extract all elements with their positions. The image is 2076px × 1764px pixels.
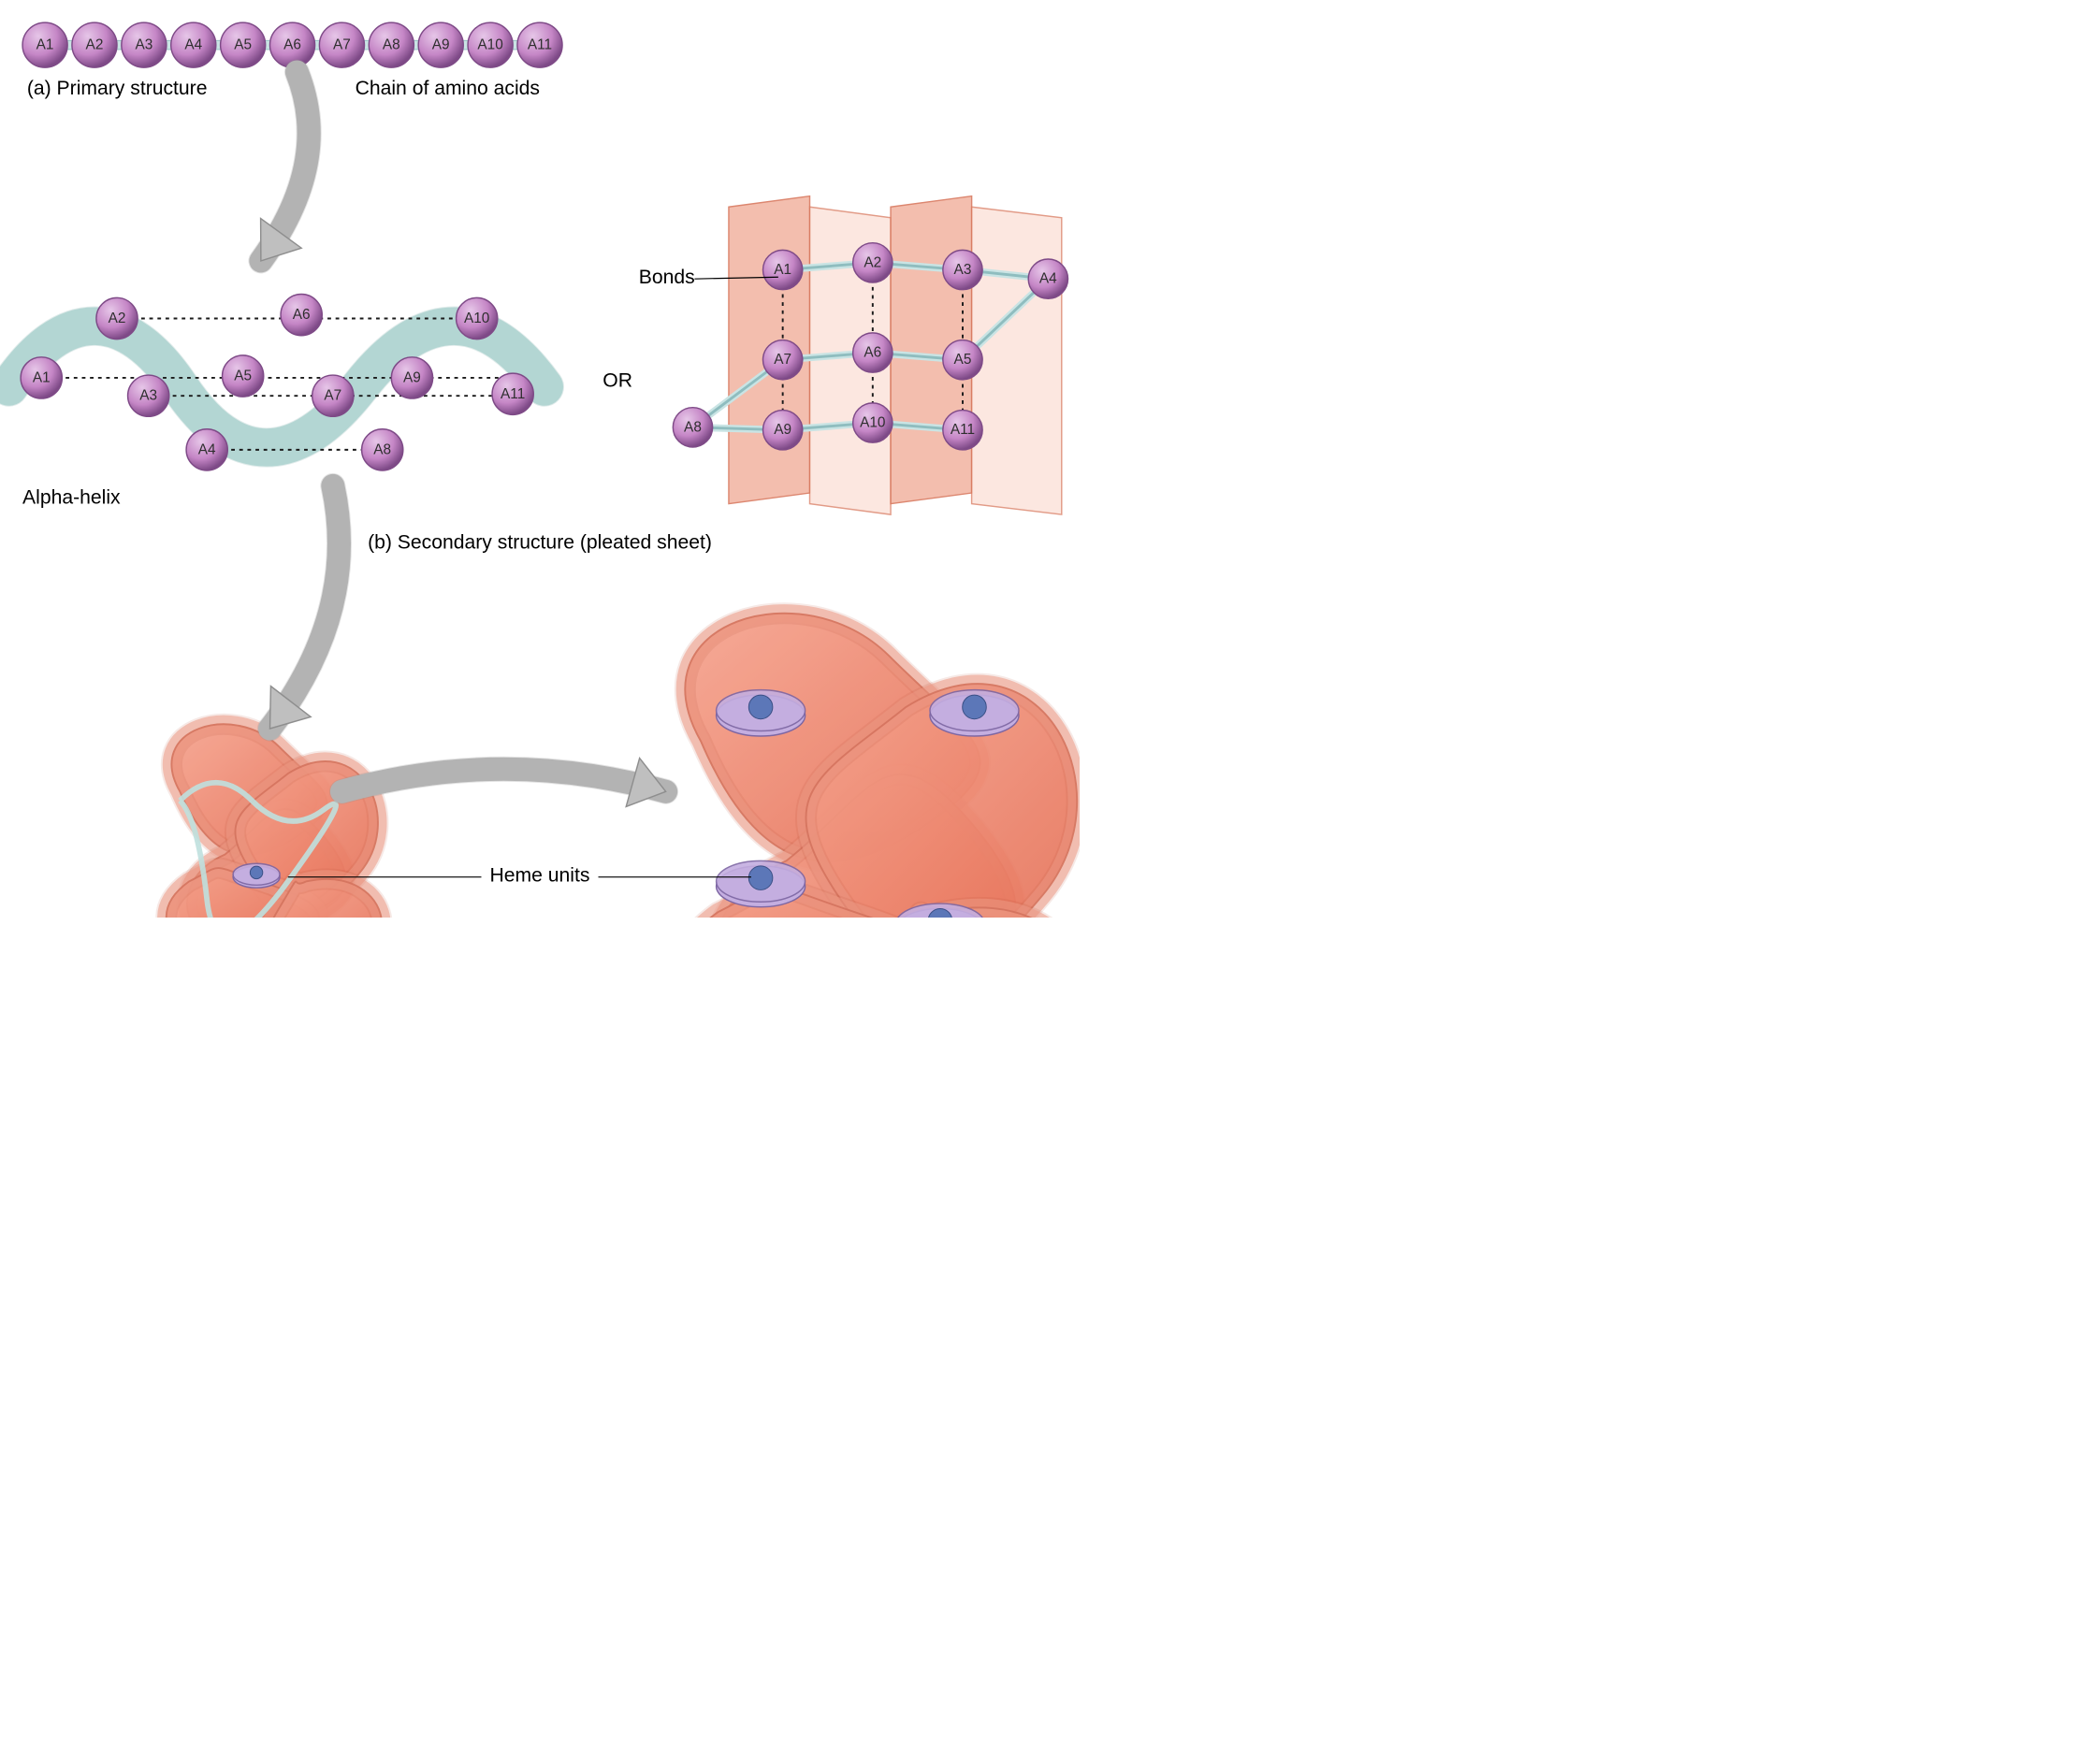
amino-A1: A1 xyxy=(21,357,62,398)
tertiary-structure: (c) Tertiary structure xyxy=(27,724,382,918)
amino-A5: A5 xyxy=(943,340,982,380)
amino-label: A5 xyxy=(954,352,972,368)
amino-label: A3 xyxy=(135,37,152,53)
pleated-sheet: A1 A2 A3 A4 A5 A6 A7 A8 A9 A10 A11 OR Bonds xyxy=(602,196,1067,514)
amino-label: A10 xyxy=(477,37,502,53)
amino-A9: A9 xyxy=(418,22,463,67)
amino-A9: A9 xyxy=(762,411,802,450)
amino-label: A7 xyxy=(324,388,341,404)
amino-A11: A11 xyxy=(492,373,533,414)
amino-A7: A7 xyxy=(762,340,802,380)
amino-label: A3 xyxy=(139,388,157,404)
heme-unit xyxy=(233,863,280,888)
amino-A2: A2 xyxy=(853,243,893,282)
amino-label: A9 xyxy=(403,369,421,385)
caption-bonds: Bonds xyxy=(639,267,695,288)
amino-label: A6 xyxy=(293,307,311,323)
amino-label: A6 xyxy=(283,37,301,53)
amino-label: A1 xyxy=(36,37,54,53)
amino-label: A9 xyxy=(774,422,791,438)
caption-or: OR xyxy=(602,370,632,392)
caption-chain: Chain of amino acids xyxy=(356,78,540,99)
amino-A8: A8 xyxy=(673,408,712,447)
amino-label: A2 xyxy=(864,254,881,270)
amino-A7: A7 xyxy=(312,375,354,416)
amino-label: A10 xyxy=(860,415,885,431)
amino-A7: A7 xyxy=(319,22,364,67)
caption-secondary: (b) Secondary structure (pleated sheet) xyxy=(368,532,712,554)
heme-unit xyxy=(717,690,806,736)
flow-arrow xyxy=(341,759,665,807)
amino-A1: A1 xyxy=(762,250,802,289)
amino-A10: A10 xyxy=(468,22,513,67)
sheet-panel xyxy=(972,207,1062,514)
amino-label: A5 xyxy=(234,37,252,53)
amino-A10: A10 xyxy=(853,403,893,442)
amino-A6: A6 xyxy=(281,295,322,336)
heme-iron xyxy=(748,866,773,890)
amino-label: A3 xyxy=(954,262,972,278)
quaternary-structure: (d) Quaternary structureHemoglobin(globu… xyxy=(612,614,1080,918)
amino-A11: A11 xyxy=(943,411,982,450)
amino-label: A4 xyxy=(1039,271,1057,287)
amino-A11: A11 xyxy=(517,22,562,67)
amino-label: A11 xyxy=(501,386,525,402)
amino-label: A1 xyxy=(33,369,51,385)
amino-label: A2 xyxy=(86,37,104,53)
heme-unit xyxy=(930,690,1019,736)
amino-label: A10 xyxy=(464,311,489,326)
amino-label: A7 xyxy=(774,352,791,368)
amino-A4: A4 xyxy=(171,22,216,67)
amino-label: A8 xyxy=(684,419,702,435)
amino-label: A8 xyxy=(373,441,391,457)
amino-A3: A3 xyxy=(122,22,167,67)
heme-unit xyxy=(717,860,806,906)
amino-A4: A4 xyxy=(1028,259,1067,298)
amino-label: A9 xyxy=(432,37,450,53)
amino-A10: A10 xyxy=(457,297,498,339)
amino-label: A1 xyxy=(774,262,791,278)
amino-label: A4 xyxy=(184,37,202,53)
amino-label: A6 xyxy=(864,345,881,361)
amino-A5: A5 xyxy=(223,355,264,397)
amino-A8: A8 xyxy=(362,429,403,470)
amino-label: A7 xyxy=(333,37,351,53)
amino-A2: A2 xyxy=(72,22,117,67)
caption-alpha-helix: Alpha-helix xyxy=(22,487,121,509)
amino-A5: A5 xyxy=(221,22,266,67)
amino-A1: A1 xyxy=(22,22,67,67)
amino-A2: A2 xyxy=(96,297,138,339)
heme-iron xyxy=(748,695,773,719)
amino-A3: A3 xyxy=(943,250,982,289)
caption-primary: (a) Primary structure xyxy=(27,78,208,99)
amino-A8: A8 xyxy=(369,22,414,67)
flow-arrow xyxy=(270,485,340,729)
amino-label: A11 xyxy=(951,422,975,438)
alpha-helix: A1 A2 A3 A4 A5 A6 A7 A8 A9 A10 A11 Alpha-helix xyxy=(9,295,544,509)
amino-A4: A4 xyxy=(186,429,227,470)
amino-label: A2 xyxy=(109,311,126,326)
heme-iron xyxy=(250,866,262,878)
amino-label: A11 xyxy=(528,37,552,53)
amino-label: A5 xyxy=(234,369,252,384)
heme-iron xyxy=(963,695,987,719)
amino-label: A4 xyxy=(198,441,216,457)
heme-units-label: Heme units xyxy=(490,864,590,886)
amino-A9: A9 xyxy=(391,357,432,398)
amino-label: A8 xyxy=(383,37,400,53)
flow-arrow xyxy=(261,72,310,261)
amino-A3: A3 xyxy=(128,375,169,416)
amino-A6: A6 xyxy=(853,333,893,372)
